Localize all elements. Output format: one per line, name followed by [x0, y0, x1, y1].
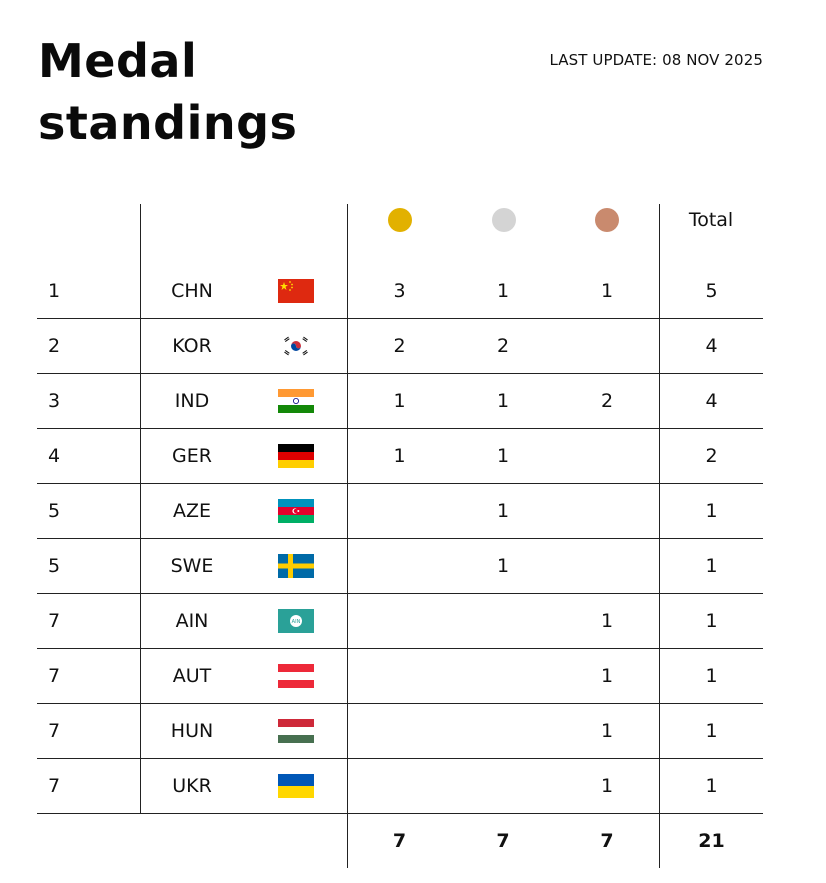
- ukraine-flag-icon: [278, 774, 314, 798]
- total-count: 2: [705, 445, 718, 467]
- divider-country: [347, 204, 348, 868]
- austria-flag-icon: [278, 664, 314, 688]
- country-code: AZE: [172, 500, 212, 522]
- row-divider: [37, 648, 763, 649]
- title-line-2: standings: [38, 96, 298, 150]
- totals-bronze: 7: [600, 830, 614, 852]
- bronze-count: 1: [600, 720, 614, 742]
- total-count: 1: [705, 775, 718, 797]
- bronze-count: 1: [600, 665, 614, 687]
- total-count: 5: [705, 280, 718, 302]
- bronze-medal-icon: [595, 208, 619, 232]
- gold-count: 1: [393, 390, 406, 412]
- country-code: KOR: [172, 335, 212, 357]
- silver-count: 1: [496, 280, 510, 302]
- country-code: CHN: [171, 280, 213, 302]
- silver-medal-icon: [492, 208, 516, 232]
- gold-medal-icon: [388, 208, 412, 232]
- rank-cell: 7: [48, 775, 61, 797]
- row-divider: [37, 538, 763, 539]
- silver-count: [451, 759, 555, 814]
- ain-flag-icon: AIN: [278, 609, 314, 633]
- gold-count: 1: [393, 445, 406, 467]
- country-code: GER: [172, 445, 212, 467]
- gold-count: [348, 539, 451, 594]
- total-count: 1: [705, 665, 718, 687]
- total-count: 4: [705, 390, 718, 412]
- bronze-count: 1: [600, 610, 614, 632]
- rank-cell: 7: [48, 665, 61, 687]
- row-divider: [37, 593, 763, 594]
- bronze-count: [555, 539, 659, 594]
- silver-count: 1: [496, 555, 510, 577]
- silver-count: 1: [496, 390, 510, 412]
- silver-count: [451, 649, 555, 704]
- india-flag-icon: [278, 389, 314, 413]
- bronze-count: 2: [600, 390, 614, 412]
- row-divider: [37, 428, 763, 429]
- total-count: 1: [705, 500, 718, 522]
- country-code: HUN: [170, 720, 214, 742]
- country-code: UKR: [172, 775, 212, 797]
- row-divider: [37, 373, 763, 374]
- germany-flag-icon: [278, 444, 314, 468]
- page-title: Medal standings: [38, 30, 297, 154]
- total-count: 1: [705, 720, 718, 742]
- korea-flag-icon: [278, 334, 314, 358]
- rank-cell: 5: [48, 555, 61, 577]
- rank-cell: 7: [48, 720, 61, 742]
- silver-count: [451, 594, 555, 649]
- silver-count: 1: [496, 500, 510, 522]
- rank-cell: 3: [48, 390, 61, 412]
- divider-total: [659, 204, 660, 868]
- row-divider: [37, 758, 763, 759]
- bronze-count: [555, 319, 659, 374]
- row-divider: [37, 483, 763, 484]
- gold-count: 2: [393, 335, 406, 357]
- hungary-flag-icon: [278, 719, 314, 743]
- silver-count: 2: [496, 335, 510, 357]
- row-divider: [37, 813, 763, 814]
- last-update: LAST UPDATE: 08 NOV 2025: [549, 51, 763, 69]
- gold-count: [348, 484, 451, 539]
- rank-cell: 4: [48, 445, 61, 467]
- gold-count: [348, 704, 451, 759]
- rank-cell: 5: [48, 500, 61, 522]
- totals-silver: 7: [496, 830, 510, 852]
- row-divider: [37, 703, 763, 704]
- silver-count: 1: [496, 445, 510, 467]
- gold-count: [348, 759, 451, 814]
- silver-count: [451, 704, 555, 759]
- total-header: Total: [688, 209, 734, 231]
- bronze-count: [555, 484, 659, 539]
- svg-text:AIN: AIN: [292, 619, 301, 625]
- total-count: 1: [705, 610, 718, 632]
- gold-count: [348, 594, 451, 649]
- rank-cell: 7: [48, 610, 61, 632]
- total-count: 1: [705, 555, 718, 577]
- country-code: AUT: [172, 665, 212, 687]
- gold-count: [348, 649, 451, 704]
- country-code: SWE: [170, 555, 214, 577]
- bronze-count: [555, 429, 659, 484]
- rank-cell: 1: [48, 280, 61, 302]
- bronze-count: 1: [600, 280, 614, 302]
- country-code: AIN: [175, 610, 209, 632]
- totals-total: 21: [698, 830, 725, 852]
- total-count: 4: [705, 335, 718, 357]
- sweden-flag-icon: [278, 554, 314, 578]
- medal-table: Total 1 CHN 3 1 1 5 2 KOR 2 2: [37, 204, 763, 868]
- bronze-count: 1: [600, 775, 614, 797]
- row-divider: [37, 318, 763, 319]
- title-line-1: Medal: [38, 34, 198, 88]
- rank-cell: 2: [48, 335, 61, 357]
- divider-rank: [140, 204, 141, 814]
- country-code: IND: [174, 390, 210, 412]
- china-flag-icon: [278, 279, 314, 303]
- azerbaijan-flag-icon: [278, 499, 314, 523]
- gold-count: 3: [393, 280, 406, 302]
- totals-gold: 7: [392, 830, 407, 852]
